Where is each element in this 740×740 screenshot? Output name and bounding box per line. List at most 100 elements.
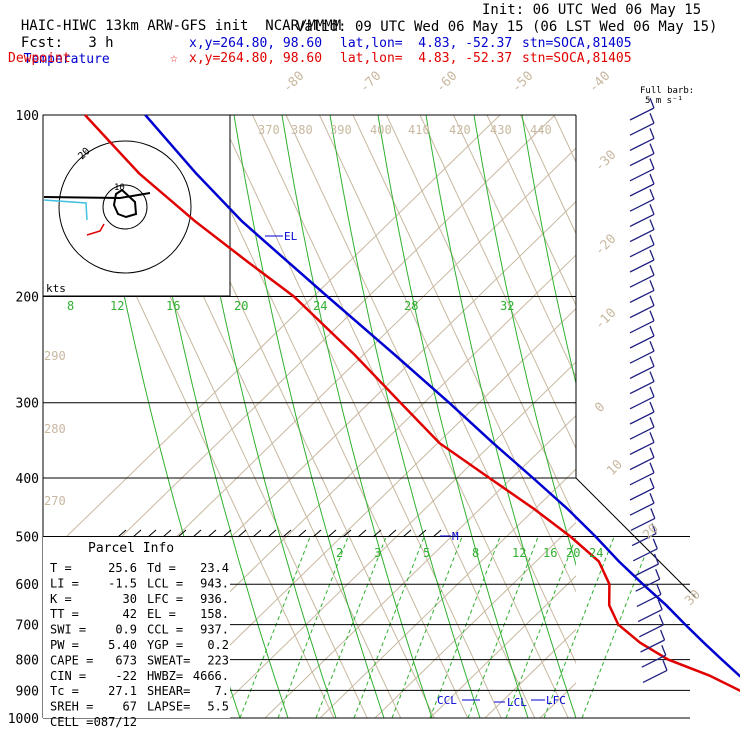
potential-temperature-label: 290 xyxy=(44,349,66,363)
level-label: LCL xyxy=(507,696,527,709)
isotherm-label: -70 xyxy=(357,69,384,96)
potential-temperature-label: 410 xyxy=(408,123,430,137)
isotherm-line xyxy=(319,115,576,665)
dewpoint-legend-label: Dewpoint xyxy=(8,51,71,66)
wind-barb-flag xyxy=(649,432,655,443)
wind-barb-flag xyxy=(649,295,655,306)
wind-barb-flag xyxy=(649,356,655,367)
wind-barb-shaft xyxy=(629,259,655,273)
wind-barb-flag xyxy=(649,340,655,352)
parcel-info-cell: 5.40 xyxy=(108,638,137,652)
temperature-xy: x,y=264.80, 98.60 xyxy=(189,36,323,51)
wind-barb-shaft xyxy=(640,639,665,653)
model-org: NCAR/MMMM xyxy=(265,18,342,34)
level-label: CCL xyxy=(437,694,457,707)
moist-adiabat-label: 12 xyxy=(110,299,124,313)
wind-barb-shaft xyxy=(629,183,655,197)
parcel-info-cell: 42 xyxy=(123,607,137,621)
wind-barb-shaft xyxy=(629,213,655,227)
wind-barb-flag xyxy=(649,325,655,337)
parcel-info-cell: 223 xyxy=(207,653,229,667)
wind-barb-shaft xyxy=(629,365,655,379)
parcel-info-cell: -1.5 xyxy=(108,576,137,590)
mixing-ratio-label: 12 xyxy=(512,546,526,560)
mixing-ratio-line xyxy=(353,537,425,718)
wind-barb-shaft xyxy=(629,274,655,288)
wind-barb-flag xyxy=(659,629,666,641)
wind-barb-flag xyxy=(649,264,655,276)
mixing-ratio-label: 24 xyxy=(589,546,603,560)
moist-adiabat-line xyxy=(329,115,481,718)
parcel-info-cell: -22 xyxy=(115,669,137,683)
parcel-info-cell: CIN = xyxy=(50,669,86,683)
dry-adiabat-line xyxy=(595,115,740,718)
wind-barb-flag xyxy=(649,371,655,382)
level-label: EL xyxy=(284,230,298,243)
wind-barb-flag xyxy=(649,280,655,291)
parcel-info-cell: 0.9 xyxy=(115,623,137,637)
isotherm-line xyxy=(486,115,576,307)
barb-note-line2: 5 m s⁻¹ xyxy=(645,96,683,106)
mixing-ratio-line xyxy=(429,537,501,718)
wind-barb-flag xyxy=(649,401,655,413)
freezing-hatch xyxy=(222,529,232,538)
parcel-info-cell: YGP = xyxy=(147,638,183,652)
wind-barb-flag xyxy=(656,584,662,595)
wind-barb-flag xyxy=(649,386,655,398)
moist-adiabat-line xyxy=(233,115,385,718)
wind-barb-shaft xyxy=(636,593,662,607)
dry-adiabat-line xyxy=(209,361,576,718)
wind-barb-flag xyxy=(653,553,660,565)
isotherm-line xyxy=(520,115,576,235)
parcel-info-cell: SWI = xyxy=(50,623,86,637)
moist-adiabat-label: 28 xyxy=(404,299,418,313)
pressure-tick-label: 900 xyxy=(16,684,39,699)
moist-adiabat-label: 16 xyxy=(166,299,180,313)
potential-temperature-label: 280 xyxy=(44,422,66,436)
parcel-info-cell: TT = xyxy=(50,607,79,621)
wind-barb-shaft xyxy=(629,244,655,258)
wind-barb-flag xyxy=(649,477,655,489)
parcel-info-cell: 7. xyxy=(215,684,229,698)
mixing-ratio-label: 5 xyxy=(423,546,430,560)
mixing-ratio-label: 2 xyxy=(336,546,343,560)
freezing-hatch xyxy=(252,529,262,538)
parcel-info-cell: 937. xyxy=(200,623,229,637)
mixing-ratio-label: 3 xyxy=(374,546,381,560)
wind-barb-flag xyxy=(649,219,655,230)
potential-temperature-label: 400 xyxy=(370,123,392,137)
isotherm-label: 10 xyxy=(604,457,626,479)
parcel-info-cell: 943. xyxy=(200,576,229,590)
pressure-tick-label: 400 xyxy=(16,472,39,487)
freezing-hatch xyxy=(282,529,292,538)
level-label: LFC xyxy=(546,694,566,707)
wind-barb-shaft xyxy=(629,107,655,121)
wind-barb-flag xyxy=(649,204,655,215)
parcel-info-cell: 23.4 xyxy=(200,561,229,575)
wind-barb-shaft xyxy=(629,122,655,136)
parcel-info-cell: Td = xyxy=(147,561,176,575)
mixing-ratio-label: 16 xyxy=(543,546,557,560)
parcel-info-cell: 5.5 xyxy=(207,700,229,714)
dry-adiabat-line xyxy=(154,307,576,718)
moist-adiabat-line xyxy=(425,115,576,718)
forecast-value: 3 h xyxy=(88,35,114,51)
wind-barb-shaft xyxy=(632,548,658,562)
freezing-hatch xyxy=(312,529,322,538)
parcel-info-cell: 4666. xyxy=(193,669,229,683)
parcel-info-cell: 673 xyxy=(115,653,137,667)
parcel-info-cell: 30 xyxy=(123,592,137,606)
parcel-info-cell: 25.6 xyxy=(108,561,137,575)
isotherm-line xyxy=(352,115,576,593)
wind-barb-shaft xyxy=(642,669,668,683)
hodograph-frame xyxy=(42,114,231,297)
potential-temperature-label: 380 xyxy=(291,123,313,137)
dry-adiabat-line xyxy=(264,414,576,718)
forecast-label: Fcst: xyxy=(20,35,64,51)
parcel-info-cell: LCL = xyxy=(147,576,183,590)
wind-barb-shaft xyxy=(629,381,655,395)
pressure-tick-label: 100 xyxy=(16,109,39,124)
wind-barb-flag xyxy=(649,462,655,474)
isotherm-line xyxy=(386,115,576,522)
